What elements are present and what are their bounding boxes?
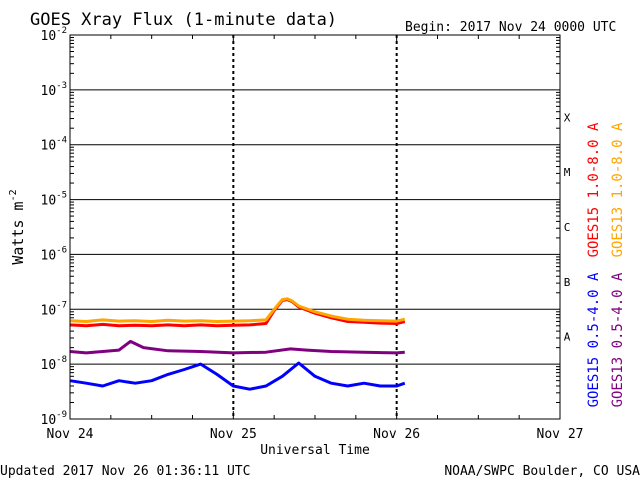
x-tick-label: Nov 25: [210, 427, 257, 442]
y-tick-base: 10: [41, 413, 57, 428]
y-tick-label: 10-9: [41, 410, 68, 428]
y-tick-exponent: -3: [56, 81, 67, 91]
begin-label: Begin: 2017 Nov 24 0000 UTC: [405, 20, 616, 35]
x-tick-label: Nov 26: [373, 427, 420, 442]
legend-entry: GOES15 0.5-4.0 A: [586, 272, 602, 407]
y-tick-exponent: -6: [56, 245, 67, 255]
y-tick-exponent: -2: [56, 26, 67, 36]
legend-entry: GOES15 1.0-8.0 A: [586, 122, 602, 257]
legend: GOES15 1.0-8.0 A GOES13 1.0-8.0 A GOES15 0…: [586, 122, 626, 407]
y-tick-label: 10-7: [41, 300, 68, 318]
y-axis-label-exponent: -2: [8, 189, 19, 201]
legend-entry: GOES13 1.0-8.0 A: [610, 122, 626, 257]
y-axis-label: Watts m-2: [8, 189, 27, 264]
y-tick-label: 10-5: [41, 191, 68, 209]
x-tick-label: Nov 27: [537, 427, 584, 442]
footer-credit: NOAA/SWPC Boulder, CO USA: [444, 464, 640, 479]
y-tick-label: 10-2: [41, 26, 68, 44]
y-tick-base: 10: [41, 248, 57, 263]
x-tick-labels: Nov 24 Nov 25 Nov 26 Nov 27: [47, 427, 584, 442]
y-tick-exponent: -8: [56, 355, 67, 365]
x-tick-label: Nov 24: [47, 427, 94, 442]
plot-frame: [69, 34, 561, 420]
chart-title: GOES Xray Flux (1-minute data): [30, 10, 337, 30]
flare-class-label: C: [564, 221, 571, 234]
y-tick-label: 10-4: [41, 136, 68, 154]
y-tick-exponent: -7: [56, 300, 67, 310]
series-line: [69, 339, 405, 355]
y-tick-base: 10: [41, 139, 57, 154]
x-axis-label: Universal Time: [260, 443, 370, 458]
y-tick-labels: 10-210-310-410-510-610-710-810-9: [41, 26, 68, 428]
flare-class-label: B: [564, 276, 571, 289]
grid-lines: [69, 35, 561, 419]
y-tick-base: 10: [41, 29, 57, 44]
flare-class-label: X: [564, 111, 571, 124]
y-tick-exponent: -4: [56, 136, 67, 146]
y-tick-label: 10-6: [41, 245, 68, 263]
legend-entry: GOES13 0.5-4.0 A: [610, 272, 626, 407]
footer-updated: Updated 2017 Nov 26 01:36:11 UTC: [0, 464, 250, 479]
y-tick-exponent: -9: [56, 410, 67, 420]
y-tick-base: 10: [41, 84, 57, 99]
y-tick-base: 10: [41, 194, 57, 209]
y-tick-label: 10-8: [41, 355, 68, 373]
series-line: [69, 297, 406, 323]
y-tick-base: 10: [41, 358, 57, 373]
series-line: [69, 298, 406, 328]
series-line: [69, 361, 406, 391]
flare-class-label: A: [564, 331, 571, 344]
flare-class-label: M: [564, 166, 571, 179]
y-tick-exponent: -5: [56, 191, 67, 201]
y-tick-label: 10-3: [41, 81, 68, 99]
y-axis-label-text: Watts m: [9, 201, 27, 264]
series-layer: [69, 297, 406, 391]
y-tick-base: 10: [41, 303, 57, 318]
flare-class-labels: X M C B A: [564, 111, 571, 343]
